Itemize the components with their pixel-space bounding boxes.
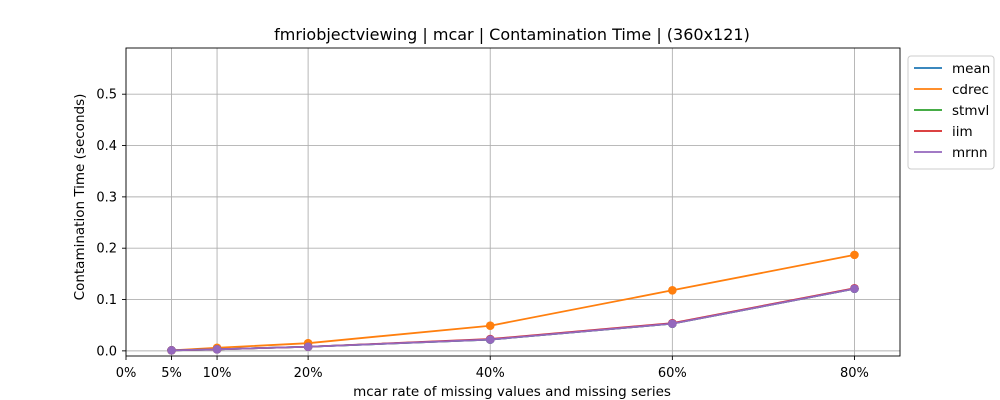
legend-box xyxy=(907,55,995,170)
series-line-mrnn xyxy=(171,287,855,352)
data-point-mrnn xyxy=(167,346,176,355)
grid xyxy=(125,48,900,356)
data-point-cdrec xyxy=(850,250,859,260)
x-tick-label: 0% xyxy=(116,366,137,381)
chart-title: fmriobjectviewing | mcar | Contamination… xyxy=(274,25,750,44)
y-tick-label: 0.0 xyxy=(96,344,117,359)
data-point-mrnn xyxy=(303,342,313,352)
y-tick-label: 0.2 xyxy=(96,242,117,257)
x-tick-label: 10% xyxy=(203,366,232,381)
y-tick-label: 0.3 xyxy=(96,190,117,205)
plot-frame xyxy=(125,47,901,357)
legend-label-mrnn: mrnn xyxy=(952,145,988,161)
x-tick-label: 5% xyxy=(161,366,182,381)
data-point-mrnn xyxy=(485,335,495,344)
series-lines xyxy=(167,250,859,355)
legend-label-mean: mean xyxy=(952,61,990,77)
series-line-cdrec xyxy=(171,253,855,352)
legend-label-iim: iim xyxy=(952,124,973,140)
x-tick-label: 80% xyxy=(840,366,869,381)
x-tick-label: 60% xyxy=(658,366,687,381)
y-tick-label: 0.5 xyxy=(96,88,117,103)
legend-label-cdrec: cdrec xyxy=(952,82,989,98)
series-mrnn xyxy=(167,284,859,355)
data-point-mrnn xyxy=(212,345,222,354)
data-point-cdrec xyxy=(485,321,495,331)
y-tick-label: 0.1 xyxy=(96,293,117,308)
legend-label-stmvl: stmvl xyxy=(952,103,989,119)
data-point-cdrec xyxy=(668,285,677,295)
legend: mean cdrec stmvl iim mrnn xyxy=(907,55,995,170)
data-point-mrnn xyxy=(668,319,677,328)
x-axis-title: mcar rate of missing values and missing … xyxy=(353,384,671,400)
x-tick-label: 40% xyxy=(476,366,505,381)
y-tick-label: 0.4 xyxy=(96,139,117,154)
x-tick-label: 20% xyxy=(294,366,323,381)
data-point-mrnn xyxy=(850,284,859,294)
y-axis-title: Contamination Time (seconds) xyxy=(72,94,88,301)
axis-ticks: 0% 5% 10% 20% 40% 60% 80% 0.0 0.1 0.2 0.3 0.4 0.5 xyxy=(96,88,869,381)
